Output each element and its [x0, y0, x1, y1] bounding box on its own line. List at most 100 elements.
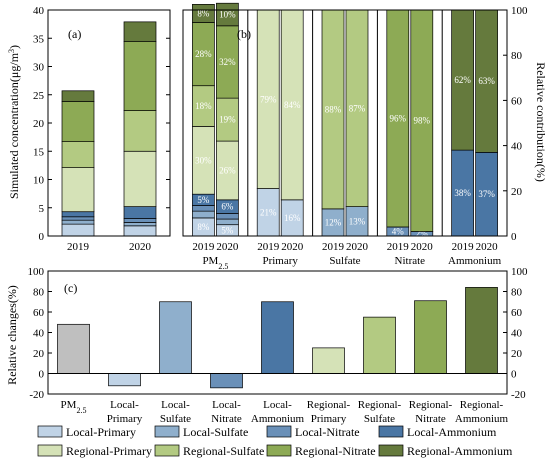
legend-label-local-nitrate: Local-Nitrate	[295, 425, 360, 439]
panel-c-bars	[57, 287, 498, 389]
panel-b-ylabel: Relative contribution(%)	[534, 62, 548, 182]
panel-b-tag: (b)	[237, 27, 251, 41]
tick-label-b-x-pm2-5-2019: 2019	[192, 241, 215, 253]
tick-label-c-x2-regional-primary: Primary	[311, 413, 347, 425]
tick-label-c-x-local-primary: Local-	[110, 399, 139, 411]
panel-a-axes: 2019 2020 0 5 10 15 20 25 30 35 40	[33, 5, 171, 253]
legend-swatch-local-ammonium	[378, 425, 404, 438]
bar-a-2020-regional-ammonium	[123, 21, 157, 42]
panel-a: 2019 2020 0 5 10 15 20 25 30 35 40 (a) Simulated c…	[7, 5, 171, 253]
data-label-b-nitrate-2020-regional-nitrate: 98%	[414, 116, 431, 126]
data-label-b-nitrate-2020-local-nitrate: 2%	[416, 229, 429, 239]
data-label-b-pm2-5-2020-regional-nitrate: 32%	[219, 57, 236, 67]
panel-a-bars	[61, 21, 157, 237]
bar-a-2020-local-primary	[123, 225, 157, 237]
data-label-b-nitrate-2019-regional-nitrate: 96%	[390, 113, 407, 123]
bar-c-regional-primary	[312, 347, 345, 374]
group-label-b-sulfate: Sulfate	[329, 255, 360, 267]
legend-swatch-local-primary	[37, 425, 63, 438]
panel-b-frame	[182, 9, 508, 237]
bar-a-2019-local-primary	[61, 223, 95, 237]
legend-label-regional-ammonium: Regional-Ammonium	[407, 444, 513, 458]
panel-a-ylabel: Simulated concentration(μg/m3)	[7, 45, 22, 199]
bar-b-pm2-5-2019-local-nitrate	[192, 205, 215, 212]
tick-label-c-y-right-0: 0	[511, 369, 517, 381]
bar-a-2020-local-ammonium	[123, 206, 157, 219]
tick-label-c-x-local-ammonium: Local-	[263, 399, 292, 411]
tick-label-c-x-local-nitrate: Local-	[212, 399, 241, 411]
legend-swatch-regional-primary	[37, 444, 63, 457]
panel-c: PM2.5 Local- Primary Local- Sulfate Local- Nit…	[5, 266, 528, 425]
tick-label-a-x-2019: 2019	[67, 241, 90, 253]
bar-a-2019-regional-primary	[61, 167, 95, 213]
tick-label-c-y-60: 60	[33, 307, 45, 319]
tick-label-c-x-pm2-5: PM2.5	[61, 399, 87, 415]
legend-swatch-regional-sulfate	[154, 444, 180, 457]
bar-c-local-primary	[108, 373, 141, 387]
tick-label-c-x-local-sulfate: Local-	[161, 399, 190, 411]
legend-label-local-sulfate: Local-Sulfate	[183, 425, 248, 439]
data-label-b-pm2-5-2019-regional-primary: 30%	[195, 155, 212, 165]
legend-swatch-regional-ammonium	[378, 444, 404, 457]
data-label-b-sulfate-2020-local-sulfate: 13%	[349, 216, 366, 226]
group-label-b-ammonium: Ammonium	[448, 255, 502, 267]
data-label-b-sulfate-2019-regional-sulfate: 88%	[325, 104, 342, 114]
legend-label-local-primary: Local-Primary	[66, 425, 136, 439]
panel-c-axes: PM2.5 Local- Primary Local- Sulfate Local- Nit…	[28, 266, 529, 425]
bar-a-2019-regional-ammonium	[61, 90, 95, 102]
tick-label-b-y-100: 100	[511, 5, 528, 17]
tick-label-a-y-20: 20	[33, 118, 45, 130]
legend: Local-Primary Local-Sulfate Local-Nitrate L…	[37, 425, 513, 458]
data-label-b-pm2-5-2020-regional-primary: 26%	[219, 165, 236, 175]
tick-label-c-x2-local-ammonium: Ammonium	[251, 413, 305, 425]
bar-a-2020-local-nitrate	[123, 218, 157, 223]
bar-a-2020-regional-primary	[123, 150, 157, 207]
tick-label-c-x-regional-sulfate: Regional-	[358, 399, 402, 411]
tick-label-b-y-0: 0	[511, 231, 517, 243]
tick-label-c-y-20: 20	[33, 348, 45, 360]
panel-b-bars: 8% 5% 30% 18% 28% 8% 5% 6% 26% 19% 32% 10% 21% 79% 16%…	[192, 2, 498, 239]
tick-label-c-y-right-100: 100	[511, 266, 528, 278]
tick-label-c-y-100: 100	[28, 266, 45, 278]
bar-a-2019-regional-nitrate	[61, 101, 95, 142]
tick-label-b-x-nitrate-2020: 2020	[411, 241, 434, 253]
data-label-b-pm2-5-2020-regional-sulfate: 19%	[219, 115, 236, 125]
bar-a-2019-local-sulfate	[61, 219, 95, 225]
tick-label-c-x2-local-nitrate: Nitrate	[211, 413, 242, 425]
bar-c-regional-sulfate	[363, 316, 396, 374]
tick-label-c-y-right--20: -20	[511, 389, 526, 401]
tick-label-c-x2-regional-sulfate: Sulfate	[364, 413, 395, 425]
tick-label-b-y-40: 40	[511, 141, 523, 153]
tick-label-c-x2-local-primary: Primary	[107, 413, 143, 425]
bar-a-2020-regional-nitrate	[123, 41, 157, 111]
bar-c-regional-nitrate	[414, 300, 447, 374]
bar-a-2019-regional-sulfate	[61, 141, 95, 168]
data-label-b-ammonium-2020-local-ammonium: 37%	[478, 189, 495, 199]
bar-a-2020-regional-sulfate	[123, 110, 157, 152]
bar-c-pm2-5	[57, 323, 90, 374]
data-label-b-pm2-5-2019-regional-sulfate: 18%	[195, 101, 212, 111]
tick-label-b-y-60: 60	[511, 95, 523, 107]
data-label-b-pm2-5-2020-local-primary: 5%	[221, 225, 234, 235]
data-label-b-primary-2020-local-primary: 16%	[284, 213, 301, 223]
group-label-b-pm2-5: PM2.5	[202, 255, 228, 271]
data-label-b-sulfate-2020-regional-sulfate: 87%	[349, 103, 366, 113]
data-label-b-primary-2019-regional-primary: 79%	[260, 94, 277, 104]
tick-label-c-y-0: 0	[39, 369, 45, 381]
data-label-b-pm2-5-2019-regional-ammonium: 8%	[197, 8, 210, 18]
bar-b-pm2-5-2020-local-nitrate	[216, 213, 239, 220]
tick-label-c-y-right-20: 20	[511, 348, 523, 360]
legend-label-regional-sulfate: Regional-Sulfate	[183, 444, 264, 458]
tick-label-a-x-2020: 2020	[129, 241, 152, 253]
data-label-b-pm2-5-2020-local-ammonium: 6%	[221, 202, 234, 212]
bar-c-local-sulfate	[159, 301, 192, 374]
panel-c-tag: (c)	[64, 281, 77, 295]
tick-label-b-x-ammonium-2020: 2020	[476, 241, 499, 253]
tick-label-c-y-right-80: 80	[511, 287, 523, 299]
bar-b-pm2-5-2019-regional-ammonium	[192, 3, 215, 23]
tick-label-a-y-0: 0	[39, 231, 45, 243]
tick-label-c-y-40: 40	[33, 328, 45, 340]
tick-label-b-x-sulfate-2019: 2019	[322, 241, 345, 253]
legend-label-regional-nitrate: Regional-Nitrate	[295, 444, 376, 458]
